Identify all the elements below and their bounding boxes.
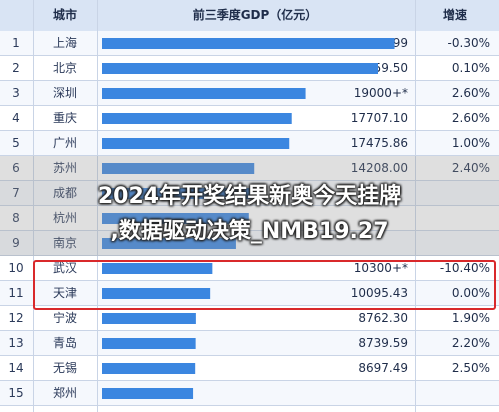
gdp-value-label: 17475.86 [350,136,408,150]
growth-cell: 2.50% [451,361,490,375]
column-divider [97,0,98,412]
rank-cell: 10 [8,261,24,275]
city-cell: 上海 [52,36,77,50]
growth-cell: -10.40% [439,261,490,275]
city-cell: 杭州 [52,211,77,225]
gdp-bar [102,263,213,274]
rank-cell: 7 [12,186,20,200]
growth-cell: 2.60% [451,111,490,125]
watermark-line-1: 2024年开奖结果新奥今天挂牌 [97,184,402,209]
city-cell: 北京 [52,61,77,75]
gdp-bar [102,38,395,49]
gdp-value-label: 14208.00 [350,161,408,175]
city-cell: 深圳 [52,86,77,100]
header-city: 城市 [52,8,77,22]
header-gdp: 前三季度GDP（亿元） [192,8,318,22]
city-cell: 郑州 [52,386,77,400]
city-cell: 武汉 [52,261,77,275]
growth-cell: -0.30% [447,36,490,50]
rank-cell: 11 [8,286,24,300]
gdp-value-label: 10095.43 [350,286,408,300]
city-cell: 广州 [52,136,77,150]
gdp-value-label: 10300+* [353,261,408,275]
gdp-bar [102,363,196,374]
rank-cell: 8 [12,211,20,225]
city-cell: 成都 [52,186,77,200]
city-cell: 南京 [52,236,77,250]
highlight-box [33,260,496,310]
growth-cell: 2.40% [451,161,490,175]
growth-cell: 2.20% [451,336,490,350]
city-cell: 青岛 [52,336,77,350]
gdp-bar [102,338,196,349]
rank-cell: 3 [12,86,20,100]
gdp-value-label: 8762.30 [358,311,408,325]
gdp-bar [102,288,211,299]
gdp-bar [102,113,292,124]
gdp-value-label: 8697.49 [358,361,408,375]
gdp-bar [102,388,194,399]
gdp-bar [102,163,255,174]
gdp-bar [102,138,290,149]
city-cell: 重庆 [52,111,77,125]
watermark-band [0,156,499,256]
growth-cell: 0.00% [451,286,490,300]
growth-cell: 1.00% [451,136,490,150]
watermark-line-2: ,数据驱动决策_NMB19.27 [110,219,389,244]
gdp-value-label: 17707.10 [350,111,408,125]
column-divider [415,0,416,412]
growth-cell: 2.60% [451,86,490,100]
gdp-bar [102,313,196,324]
city-cell: 无锡 [52,361,77,375]
growth-cell: 1.90% [451,311,490,325]
city-cell: 宁波 [52,311,77,325]
column-divider [33,0,34,412]
rank-cell: 1 [12,36,20,50]
rank-cell: 2 [12,61,20,75]
rank-cell: 9 [12,236,20,250]
gdp-bar [102,88,306,99]
gdp-bar [102,238,236,249]
rank-cell: 15 [8,386,24,400]
rank-cell: 5 [12,136,20,150]
growth-cell: 0.10% [451,61,490,75]
city-cell: 天津 [52,286,77,300]
gdp-bar [102,213,249,224]
city-cell: 苏州 [52,161,77,175]
gdp-bar [102,188,252,199]
rank-cell: 12 [8,311,24,325]
rank-cell: 4 [12,111,20,125]
gdp-value-label: 19000+* [353,86,408,100]
rank-cell: 14 [8,361,24,375]
header-growth: 增速 [442,8,467,22]
rank-cell: 13 [8,336,24,350]
gdp-bar [102,63,378,74]
rank-cell: 6 [12,161,20,175]
gdp-value-label: 8739.59 [358,336,408,350]
